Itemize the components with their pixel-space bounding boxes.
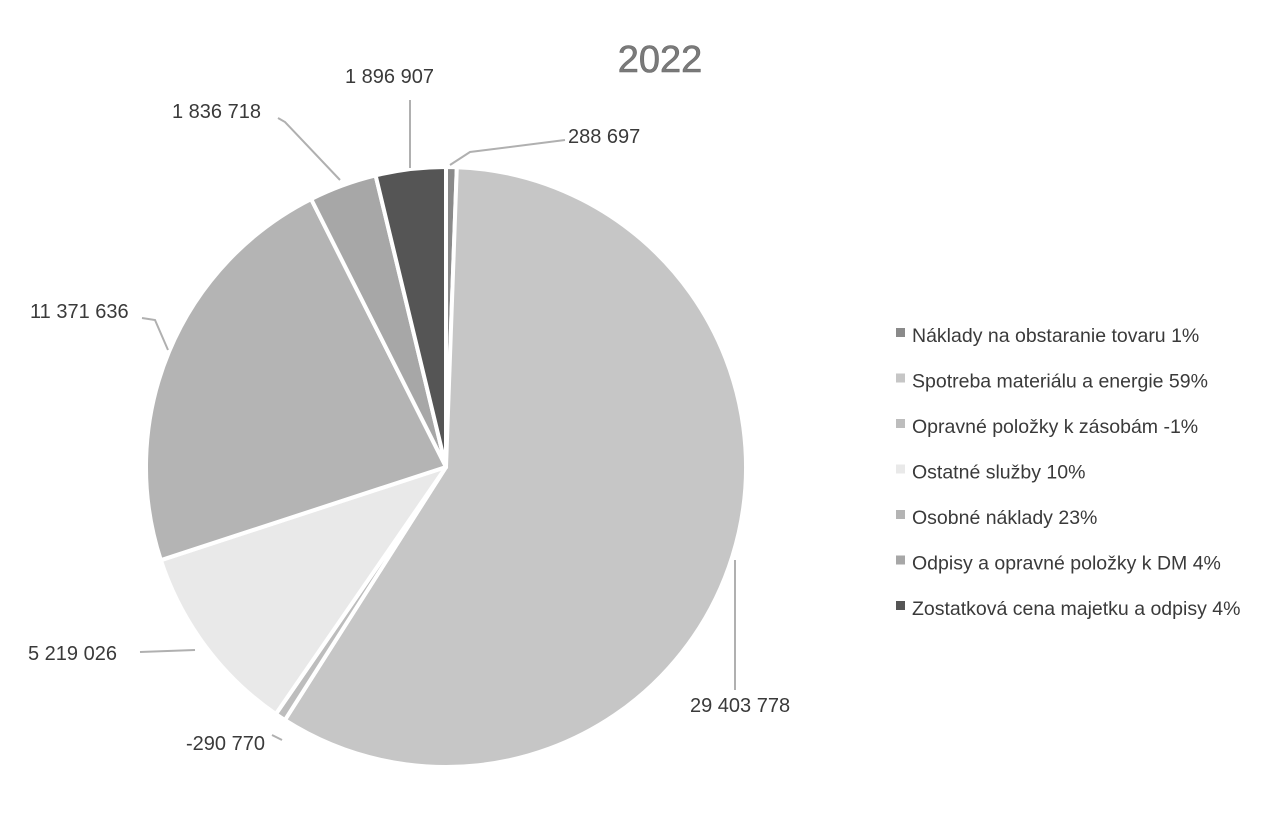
legend-swatch-3 — [896, 419, 905, 428]
legend-entry-6: Odpisy a opravné položky k DM 4% — [912, 553, 1221, 575]
legend-entry-3: Opravné položky k zásobám -1% — [912, 416, 1198, 438]
pie-slice-7 — [373, 165, 448, 469]
leader-line-5 — [141, 317, 169, 351]
data-label-7: 1 896 907 — [345, 66, 434, 88]
chart-title: 2022 — [618, 39, 703, 81]
leader-line-4 — [139, 649, 196, 653]
pie-slice-4 — [158, 465, 448, 717]
legend-entry-4: Ostatné služby 10% — [912, 462, 1085, 484]
legend-swatch-2 — [896, 373, 905, 383]
legend-swatch-5 — [896, 510, 905, 519]
legend-entry-5: Osobné náklady 23% — [912, 507, 1097, 529]
data-label-3: -290 770 — [186, 733, 265, 755]
pie-slice-2 — [282, 165, 748, 769]
legend: Náklady na obstaranie tovaru 1% Spotreba … — [896, 325, 1240, 620]
legend-swatch-6 — [896, 555, 905, 565]
legend-swatch-1 — [896, 328, 905, 337]
data-label-1: 288 697 — [568, 126, 640, 148]
legend-entry-7: Zostatková cena majetku a odpisy 4% — [912, 598, 1240, 620]
legend-entry-2: Spotreba materiálu a energie 59% — [912, 371, 1208, 393]
data-label-2: 29 403 778 — [690, 695, 790, 717]
legend-swatch-4 — [896, 464, 905, 474]
pie-slices — [144, 164, 748, 769]
legend-swatch-7 — [896, 601, 905, 610]
data-label-6: 1 836 718 — [172, 101, 261, 123]
legend-entry-1: Náklady na obstaranie tovaru 1% — [912, 325, 1199, 347]
data-labels: 288 697 29 403 778 -290 770 5 219 026 11 371… — [28, 66, 790, 755]
leader-lines — [139, 100, 736, 741]
leader-line-3 — [271, 734, 283, 741]
leader-line-6 — [277, 117, 341, 181]
pie-slice-5 — [144, 197, 448, 563]
data-label-4: 5 219 026 — [28, 643, 117, 665]
leader-line-1 — [449, 139, 566, 166]
data-label-5: 11 371 636 — [30, 301, 129, 323]
